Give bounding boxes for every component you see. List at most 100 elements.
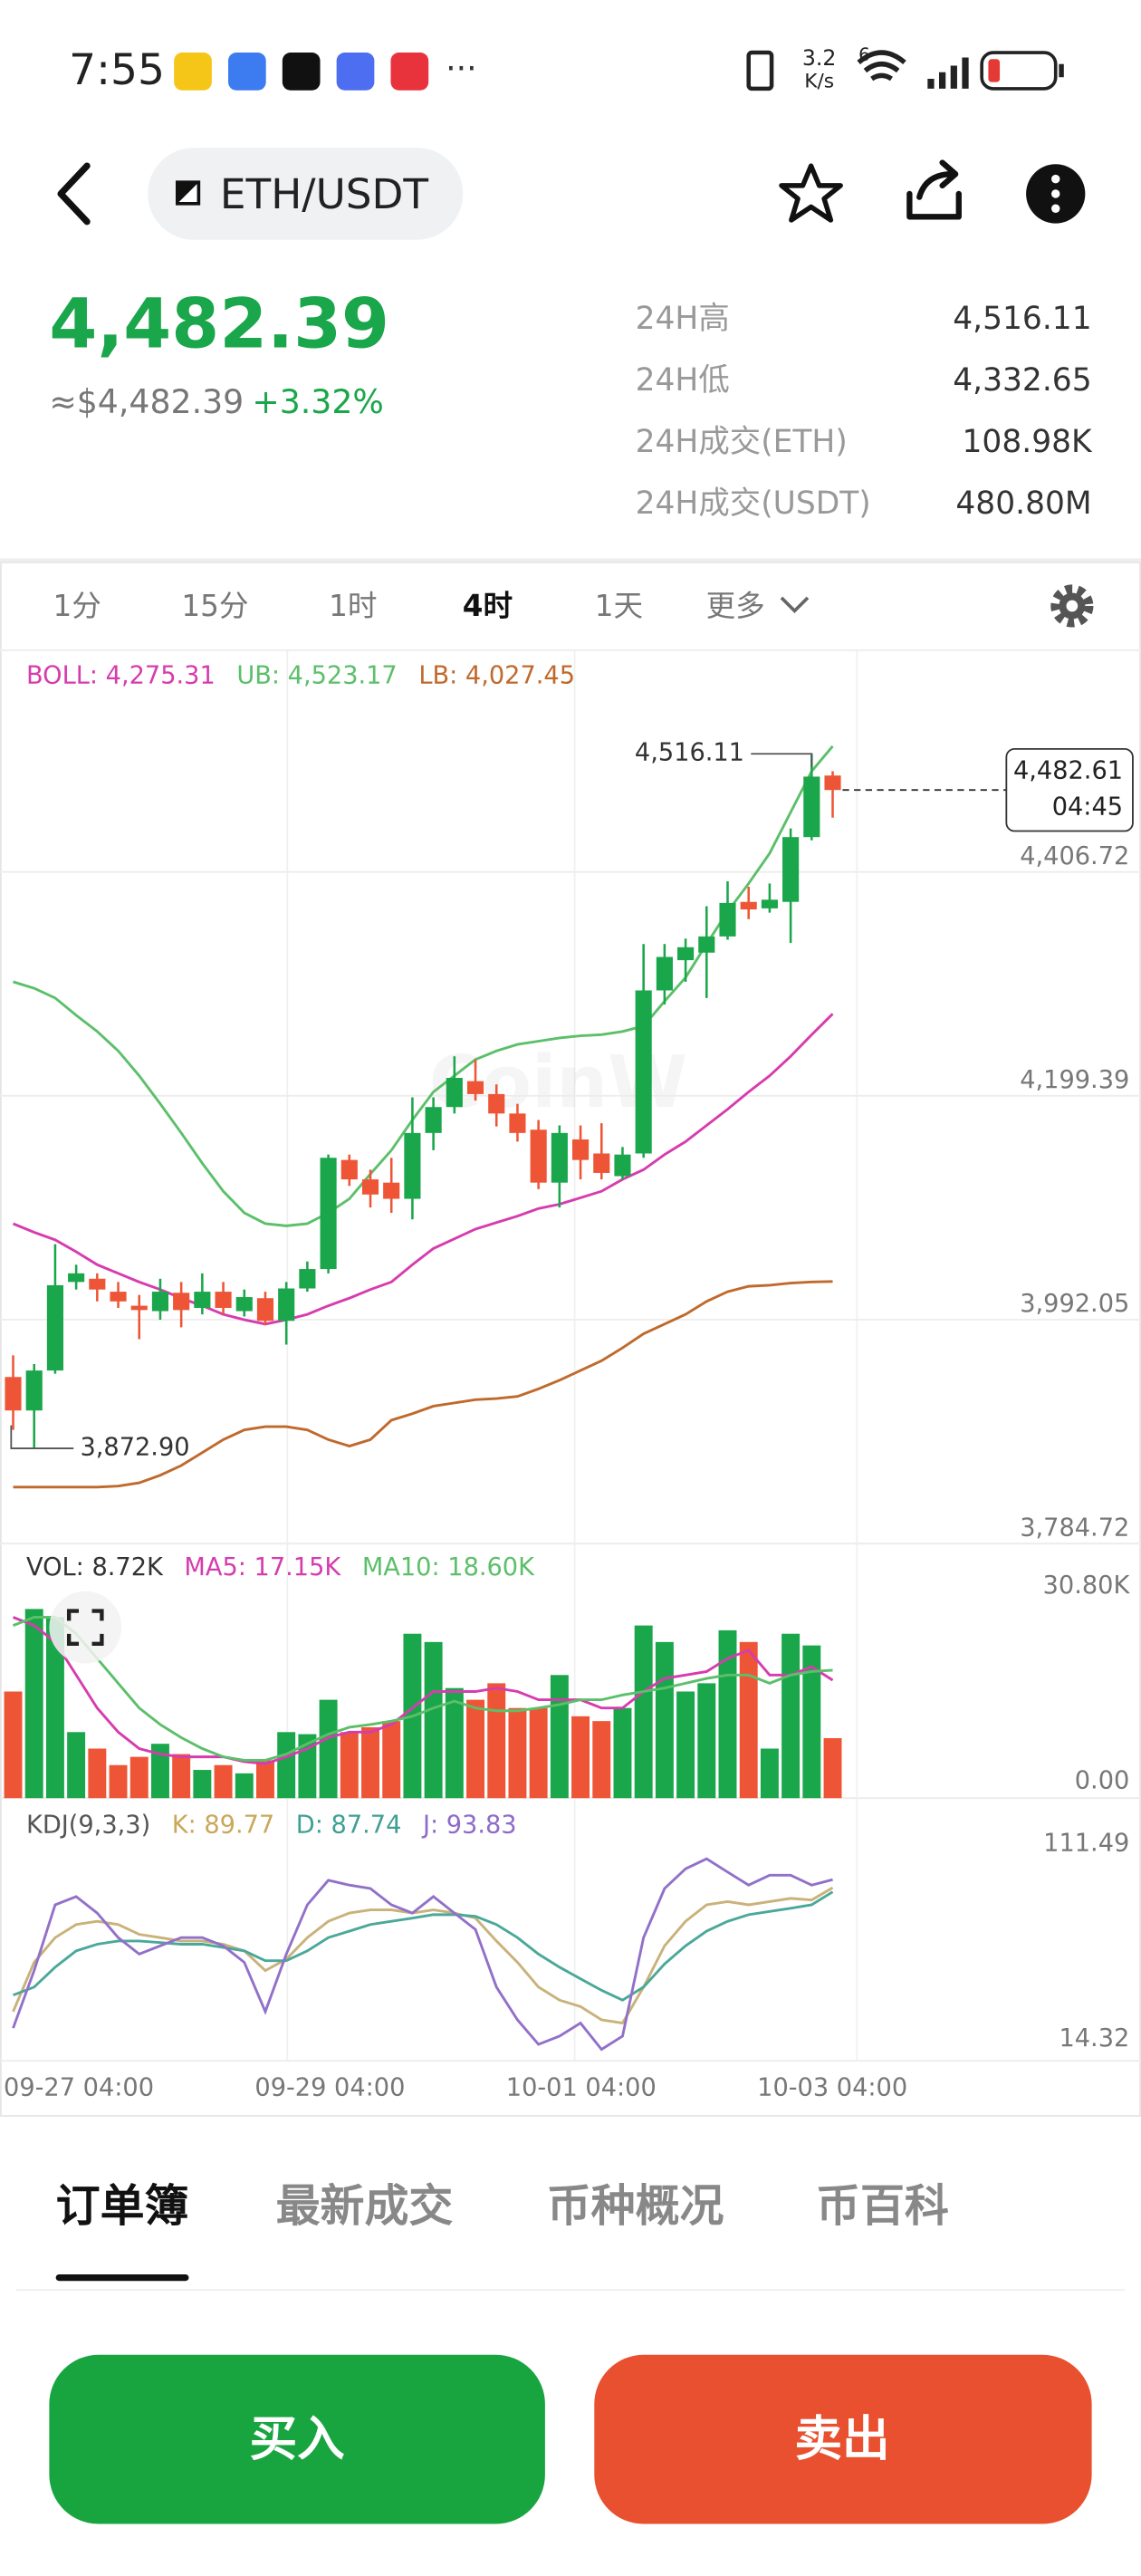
battery-tip [1059, 63, 1064, 78]
volume-bar [45, 1617, 64, 1799]
share-button[interactable] [906, 159, 962, 220]
candle-body [551, 1132, 568, 1183]
candle-body [719, 902, 736, 937]
candle-body [509, 1113, 526, 1133]
tab-divider [16, 2289, 1125, 2292]
y-tick-label: 111.49 [1043, 1829, 1129, 1857]
volume-bar [739, 1641, 758, 1799]
vibrate-icon [746, 50, 774, 91]
legend-entry: MA5: 17.15K [184, 1553, 341, 1581]
volume-bar [109, 1764, 128, 1799]
pair-name[interactable]: ETH/USDT [220, 170, 428, 218]
tab[interactable]: 订单簿 [56, 2180, 189, 2232]
sell-button[interactable] [594, 2354, 1092, 2524]
boll-line [13, 745, 834, 1227]
app-icon [174, 53, 212, 91]
stat-value: 4,332.65 [953, 362, 1091, 399]
volume-bar [193, 1770, 212, 1799]
volume-bar [634, 1625, 653, 1799]
volume-bar [277, 1732, 296, 1799]
pair-icon-cut [178, 184, 197, 203]
volume-bar [424, 1641, 443, 1799]
buy-button[interactable] [49, 2354, 545, 2524]
more-dot [1051, 189, 1060, 198]
candle-body [46, 1284, 63, 1371]
candle-body [215, 1292, 232, 1308]
volume-bar [823, 1737, 842, 1799]
settings-button[interactable] [1050, 584, 1094, 628]
y-tick-label: 3,784.72 [1020, 1514, 1129, 1542]
candle-body [530, 1129, 547, 1183]
candle-body [68, 1273, 85, 1283]
pair-pill[interactable] [148, 148, 464, 240]
timeframe[interactable]: 1分 [53, 589, 101, 623]
tab-underline [55, 2273, 189, 2282]
candle-body [235, 1297, 253, 1312]
volume-bar [67, 1732, 86, 1799]
more-chevron[interactable] [780, 596, 810, 613]
volume-bar [382, 1721, 401, 1799]
fullscreen-button[interactable] [49, 1591, 122, 1664]
timeframe[interactable]: 1天 [595, 589, 643, 623]
app-icon [282, 53, 321, 91]
candle-body [5, 1377, 22, 1411]
candle-body [446, 1078, 463, 1108]
back-button[interactable] [57, 162, 91, 226]
volume-bar [718, 1629, 737, 1799]
candle-body [256, 1298, 274, 1322]
legend-entry: MA10: 18.60K [362, 1553, 535, 1581]
timeframe[interactable]: 4时 [463, 589, 513, 623]
volume-bar [781, 1633, 801, 1799]
tab[interactable]: 币百科 [816, 2180, 949, 2232]
y-tick-label: 4,199.39 [1020, 1066, 1129, 1094]
gear-hole [1066, 600, 1079, 612]
candle-body [488, 1093, 505, 1114]
buy-label[interactable]: 买入 [250, 2412, 345, 2467]
candle-body [340, 1159, 358, 1180]
price-change: +3.32% [252, 382, 384, 421]
timeframe[interactable]: 更多 [706, 589, 765, 623]
volume-ma-line [12, 1616, 834, 1765]
boll-line [12, 1013, 834, 1326]
x-tick-label: 09-29 04:00 [254, 2074, 405, 2102]
volume-bar [172, 1754, 191, 1799]
more-dot [1051, 204, 1060, 213]
candle-body [383, 1182, 400, 1199]
sell-label[interactable]: 卖出 [794, 2412, 889, 2467]
timeframe[interactable]: 1时 [329, 589, 377, 623]
volume-bar [361, 1726, 379, 1799]
volume-bar [24, 1609, 43, 1799]
volume-bar [655, 1641, 674, 1799]
timeframes: 1分 15分 1时 4时 1天 更多 [53, 589, 765, 623]
tab[interactable]: 最新成交 [276, 2180, 454, 2232]
candle-body [25, 1370, 43, 1411]
volume-bar [697, 1683, 716, 1799]
status-time: 7:55 [69, 45, 165, 95]
legend-entry: K: 89.77 [172, 1812, 274, 1840]
candle-body [173, 1293, 190, 1311]
legend-entry: D: 87.74 [296, 1812, 402, 1840]
stat-value: 480.80M [955, 485, 1091, 522]
favorite-button[interactable] [779, 163, 843, 223]
y-tick-label: 30.80K [1043, 1572, 1131, 1600]
low-label: 3,872.90 [80, 1434, 189, 1462]
y-tick-label: 4,406.72 [1020, 842, 1129, 870]
volume-bar [613, 1707, 632, 1799]
legend-entry: BOLL: 4,275.31 [26, 661, 216, 689]
volume-bar [235, 1773, 254, 1799]
tab[interactable]: 币种概况 [547, 2180, 724, 2232]
kdj-line [12, 1890, 834, 2002]
boll-line [13, 1280, 833, 1489]
legend-entry: VOL: 8.72K [26, 1553, 164, 1581]
y-tick-label: 0.00 [1075, 1767, 1130, 1795]
volume-bar [487, 1683, 506, 1799]
usd-price: ≈$4,482.39 [49, 382, 244, 421]
candle-body [803, 776, 820, 838]
volume-bar [760, 1748, 779, 1799]
timeframe[interactable]: 15分 [181, 589, 248, 623]
chart-frame [0, 562, 1141, 2117]
y-tick-label: 14.32 [1059, 2024, 1129, 2052]
